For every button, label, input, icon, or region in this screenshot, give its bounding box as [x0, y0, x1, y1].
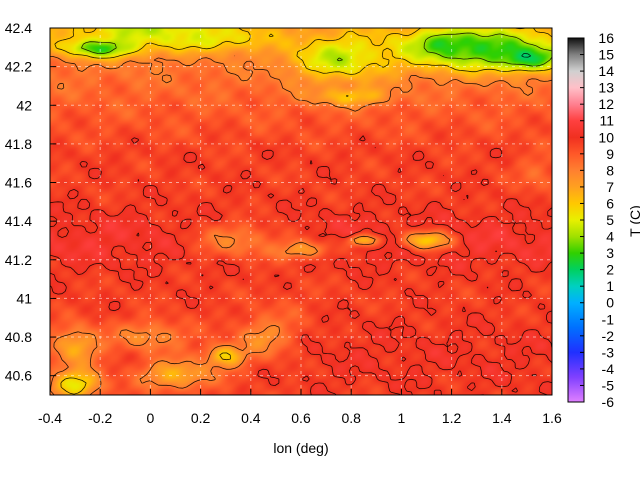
x-axis: -0.4 -0.2 0 0.2 0.4 0.6 0.8 1 1.2 1.4 1.6	[38, 389, 562, 426]
y-tick-label: 41.6	[5, 175, 32, 191]
x-tick-label: 0.4	[241, 410, 261, 426]
colorbar-tick-label: 8	[606, 162, 614, 178]
x-tick-label: 0.8	[341, 410, 361, 426]
colorbar-tick-label: 11	[599, 113, 614, 129]
x-tick-label: 0.6	[291, 410, 311, 426]
colorbar-tick-label: 14	[598, 63, 614, 79]
colorbar-tick-label: 7	[606, 179, 614, 195]
colorbar-tick-label: 10	[598, 129, 614, 145]
colorbar-tick-label: -4	[602, 361, 615, 377]
x-tick-label: 1.4	[492, 410, 512, 426]
contour-level-6	[54, 28, 552, 395]
y-tick-label: 41	[16, 290, 32, 306]
contour-level-8	[50, 55, 552, 395]
plot-area	[49, 27, 553, 396]
grid-lines	[50, 28, 552, 395]
colorbar-tick-label: 12	[598, 96, 614, 112]
colorbar-tick-label: 4	[606, 229, 614, 245]
contour-level-2	[521, 53, 532, 58]
colorbar-tick-label: 0	[606, 295, 614, 311]
y-tick-label: 42.2	[5, 59, 32, 75]
colorbar-title: T (C)	[627, 205, 640, 237]
colorbar-tick-label: -3	[602, 344, 615, 360]
y-axis: 40.6 40.8 41 41.2 41.4 41.6 41.8 42 42.2 42.4	[5, 20, 56, 384]
x-tick-label: -0.4	[38, 410, 62, 426]
x-tick-label: 1.2	[442, 410, 462, 426]
y-tick-label: 42.4	[5, 20, 32, 36]
colorbar-tick-label: 15	[598, 47, 614, 63]
colorbar-tick-label: 1	[606, 278, 614, 294]
colorbar-tick-label: 13	[598, 80, 614, 96]
contour-level-10	[50, 135, 552, 395]
y-tick-label: 40.8	[5, 329, 32, 345]
y-tick-label: 41.4	[5, 213, 32, 229]
colorbar-tick-label: 2	[606, 262, 614, 278]
colorbar-tick-label: 6	[606, 195, 614, 211]
colorbar-tick-label: -5	[602, 377, 615, 393]
x-tick-label: 0	[147, 410, 155, 426]
y-tick-label: 42	[16, 97, 32, 113]
x-tick-label: 0.2	[191, 410, 211, 426]
colorbar-tick-label: 5	[606, 212, 614, 228]
y-tick-label: 41.2	[5, 252, 32, 268]
contour-level-4	[81, 32, 552, 67]
x-axis-title: lon (deg)	[273, 440, 328, 456]
contour-lines	[50, 28, 552, 395]
colorbar-tick-label: -1	[602, 311, 615, 327]
x-tick-label: 1	[398, 410, 406, 426]
colorbar-tick-label: 16	[598, 30, 614, 46]
colorbar-tick-label: 3	[606, 245, 614, 261]
x-tick-label: 1.6	[542, 410, 562, 426]
x-tick-label: -0.2	[88, 410, 112, 426]
colorbar-tick-label: -2	[602, 328, 615, 344]
colorbar-tick-label: 9	[606, 146, 614, 162]
colorbar-tick-label: -6	[602, 394, 615, 410]
y-tick-label: 40.6	[5, 368, 32, 384]
y-tick-label: 41.8	[5, 136, 32, 152]
